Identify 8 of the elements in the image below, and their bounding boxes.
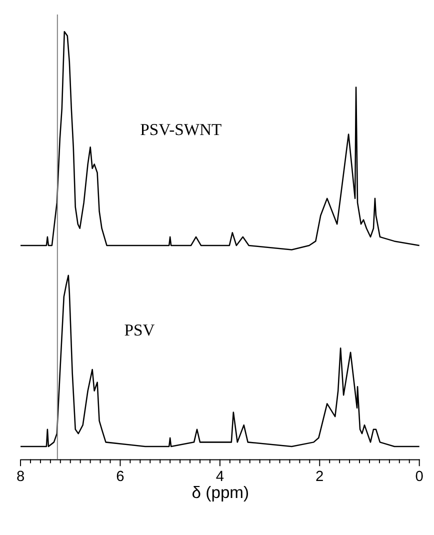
x-tick-label: 0: [415, 468, 424, 485]
x-tick-label: 2: [316, 468, 324, 485]
text: PSV-SWNT: [140, 120, 222, 139]
x-tick-label: 4: [216, 468, 224, 485]
x-axis-title: δ (ppm): [192, 482, 250, 502]
x-tick-label: 6: [116, 468, 124, 485]
x-tick-label: 8: [16, 468, 25, 485]
text: PSV: [124, 320, 155, 340]
